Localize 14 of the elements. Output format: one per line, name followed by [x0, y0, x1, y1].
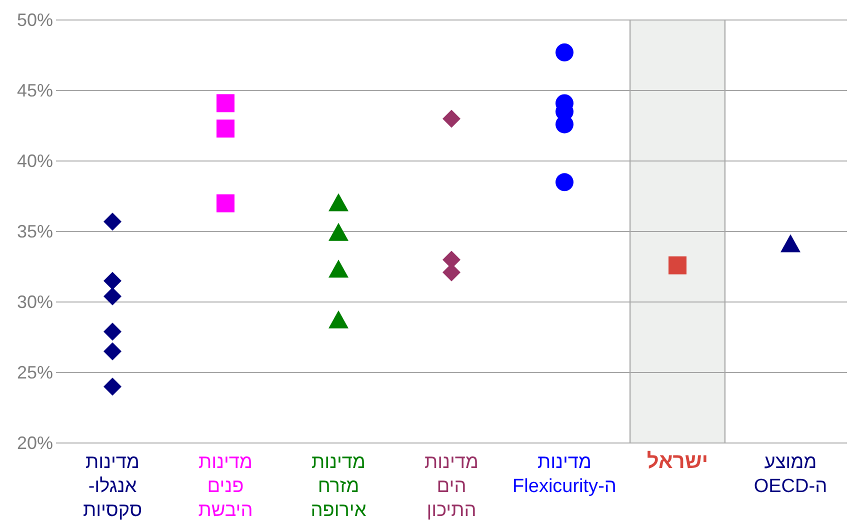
y-tick-label: 30%: [16, 292, 53, 312]
x-tick-label: מדינות מזרח אירופה: [310, 452, 366, 521]
y-tick-label: 45%: [16, 80, 53, 100]
y-tick-label: 40%: [16, 151, 53, 171]
x-tick-label: מדינות ה-Flexicurity: [512, 452, 616, 497]
y-tick-label: 35%: [16, 222, 53, 242]
x-tick-label: מדינות פנים היבשת: [198, 452, 253, 521]
x-tick-label: מדינות אנגלו- סקסיות: [82, 452, 142, 521]
x-tick-label: ישראל: [646, 450, 708, 473]
y-tick-label: 50%: [16, 10, 53, 30]
x-tick-label: ממוצע ה-OECD: [754, 452, 828, 497]
x-tick-label: מדינות הים התיכון: [424, 452, 478, 521]
y-tick-label: 25%: [16, 362, 53, 382]
y-tick-label: 20%: [16, 433, 53, 453]
